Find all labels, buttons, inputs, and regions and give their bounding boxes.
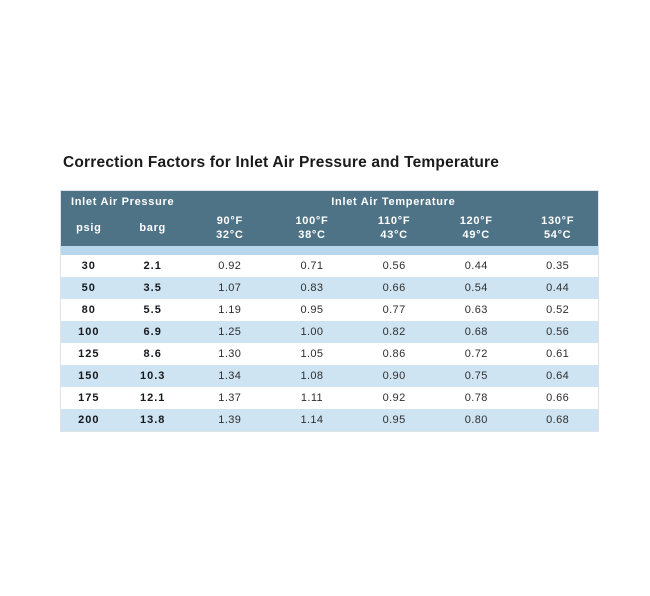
factor-cell: 0.86 bbox=[353, 343, 436, 365]
table-row: 125 8.6 1.30 1.05 0.86 0.72 0.61 bbox=[60, 343, 599, 365]
temp-c-label: 54°C bbox=[543, 229, 572, 241]
factor-cell: 0.92 bbox=[353, 387, 436, 409]
psig-cell: 150 bbox=[60, 365, 117, 387]
factor-cell: 0.66 bbox=[353, 277, 436, 299]
table-row: 175 12.1 1.37 1.11 0.92 0.78 0.66 bbox=[60, 387, 599, 409]
column-header-110f: 110°F 43°C bbox=[353, 212, 436, 246]
temp-c-label: 32°C bbox=[216, 229, 244, 241]
factor-cell: 0.80 bbox=[435, 409, 518, 432]
psig-cell: 30 bbox=[60, 255, 117, 277]
factor-cell: 0.61 bbox=[517, 343, 599, 365]
factor-cell: 0.75 bbox=[435, 365, 518, 387]
factor-cell: 0.83 bbox=[270, 277, 354, 299]
temp-f-label: 110°F bbox=[377, 214, 411, 227]
factor-cell: 0.44 bbox=[517, 277, 599, 299]
psig-cell: 80 bbox=[60, 299, 117, 321]
factor-cell: 1.00 bbox=[270, 321, 354, 343]
factor-cell: 1.37 bbox=[188, 387, 271, 409]
barg-cell: 5.5 bbox=[116, 299, 189, 321]
factor-cell: 1.14 bbox=[270, 409, 354, 432]
factor-cell: 1.30 bbox=[188, 343, 271, 365]
group-header-inlet-air-temperature: Inlet Air Temperature bbox=[188, 190, 599, 212]
column-header-row: psig barg 90°F 32°C 100°F 38°C 110°F 43°… bbox=[60, 212, 599, 246]
factor-cell: 0.56 bbox=[517, 321, 599, 343]
factor-cell: 0.92 bbox=[188, 255, 271, 277]
barg-cell: 13.8 bbox=[116, 409, 189, 432]
column-header-100f: 100°F 38°C bbox=[270, 212, 354, 246]
factor-cell: 1.34 bbox=[188, 365, 271, 387]
psig-cell: 100 bbox=[60, 321, 117, 343]
factor-cell: 1.25 bbox=[188, 321, 271, 343]
factor-cell: 1.19 bbox=[188, 299, 271, 321]
factor-cell: 0.78 bbox=[435, 387, 518, 409]
factor-cell: 0.68 bbox=[435, 321, 518, 343]
psig-cell: 125 bbox=[60, 343, 117, 365]
factor-cell: 0.63 bbox=[435, 299, 518, 321]
factor-cell: 0.35 bbox=[517, 255, 599, 277]
factor-cell: 0.71 bbox=[270, 255, 354, 277]
barg-cell: 3.5 bbox=[116, 277, 189, 299]
factor-cell: 0.52 bbox=[517, 299, 599, 321]
factor-cell: 0.54 bbox=[435, 277, 518, 299]
column-header-barg: barg bbox=[116, 212, 189, 246]
table-header: Inlet Air Pressure Inlet Air Temperature… bbox=[60, 190, 599, 255]
factor-cell: 0.72 bbox=[435, 343, 518, 365]
temp-f-label: 100°F bbox=[295, 214, 329, 227]
table-row: 100 6.9 1.25 1.00 0.82 0.68 0.56 bbox=[60, 321, 599, 343]
temp-f-label: 130°F bbox=[541, 214, 575, 227]
factor-cell: 0.95 bbox=[353, 409, 436, 432]
group-header-row: Inlet Air Pressure Inlet Air Temperature bbox=[60, 190, 599, 212]
table-row: 50 3.5 1.07 0.83 0.66 0.54 0.44 bbox=[60, 277, 599, 299]
factor-cell: 0.44 bbox=[435, 255, 518, 277]
factor-cell: 1.07 bbox=[188, 277, 271, 299]
factor-cell: 0.90 bbox=[353, 365, 436, 387]
table-row: 200 13.8 1.39 1.14 0.95 0.80 0.68 bbox=[60, 409, 599, 432]
factor-cell: 1.05 bbox=[270, 343, 354, 365]
factor-cell: 0.82 bbox=[353, 321, 436, 343]
barg-cell: 12.1 bbox=[116, 387, 189, 409]
spacer-row bbox=[60, 246, 599, 255]
temp-f-label: 90°F bbox=[216, 214, 243, 227]
factor-cell: 0.66 bbox=[517, 387, 599, 409]
factor-cell: 1.08 bbox=[270, 365, 354, 387]
psig-cell: 200 bbox=[60, 409, 117, 432]
spacer-band bbox=[60, 246, 599, 255]
factor-cell: 0.95 bbox=[270, 299, 354, 321]
barg-cell: 10.3 bbox=[116, 365, 189, 387]
barg-cell: 2.1 bbox=[116, 255, 189, 277]
temp-c-label: 43°C bbox=[380, 229, 408, 241]
psig-cell: 175 bbox=[60, 387, 117, 409]
correction-factors-table: Inlet Air Pressure Inlet Air Temperature… bbox=[60, 190, 599, 432]
column-header-120f: 120°F 49°C bbox=[435, 212, 518, 246]
column-header-130f: 130°F 54°C bbox=[517, 212, 599, 246]
temp-c-label: 49°C bbox=[462, 229, 490, 241]
group-header-inlet-air-pressure: Inlet Air Pressure bbox=[60, 190, 189, 212]
factor-cell: 0.77 bbox=[353, 299, 436, 321]
page-title: Correction Factors for Inlet Air Pressur… bbox=[63, 154, 500, 171]
factor-cell: 0.64 bbox=[517, 365, 599, 387]
column-header-psig: psig bbox=[60, 212, 117, 246]
barg-cell: 8.6 bbox=[116, 343, 189, 365]
factor-cell: 1.11 bbox=[270, 387, 354, 409]
factor-cell: 0.68 bbox=[517, 409, 599, 432]
column-header-90f: 90°F 32°C bbox=[188, 212, 271, 246]
psig-cell: 50 bbox=[60, 277, 117, 299]
temp-f-label: 120°F bbox=[459, 214, 493, 227]
temp-c-label: 38°C bbox=[298, 229, 326, 241]
table-row: 150 10.3 1.34 1.08 0.90 0.75 0.64 bbox=[60, 365, 599, 387]
barg-cell: 6.9 bbox=[116, 321, 189, 343]
table-row: 80 5.5 1.19 0.95 0.77 0.63 0.52 bbox=[60, 299, 599, 321]
factor-cell: 1.39 bbox=[188, 409, 271, 432]
table-body: 30 2.1 0.92 0.71 0.56 0.44 0.35 50 3.5 1.07 0.83 0.… bbox=[60, 255, 599, 432]
table-row: 30 2.1 0.92 0.71 0.56 0.44 0.35 bbox=[60, 255, 599, 277]
factor-cell: 0.56 bbox=[353, 255, 436, 277]
